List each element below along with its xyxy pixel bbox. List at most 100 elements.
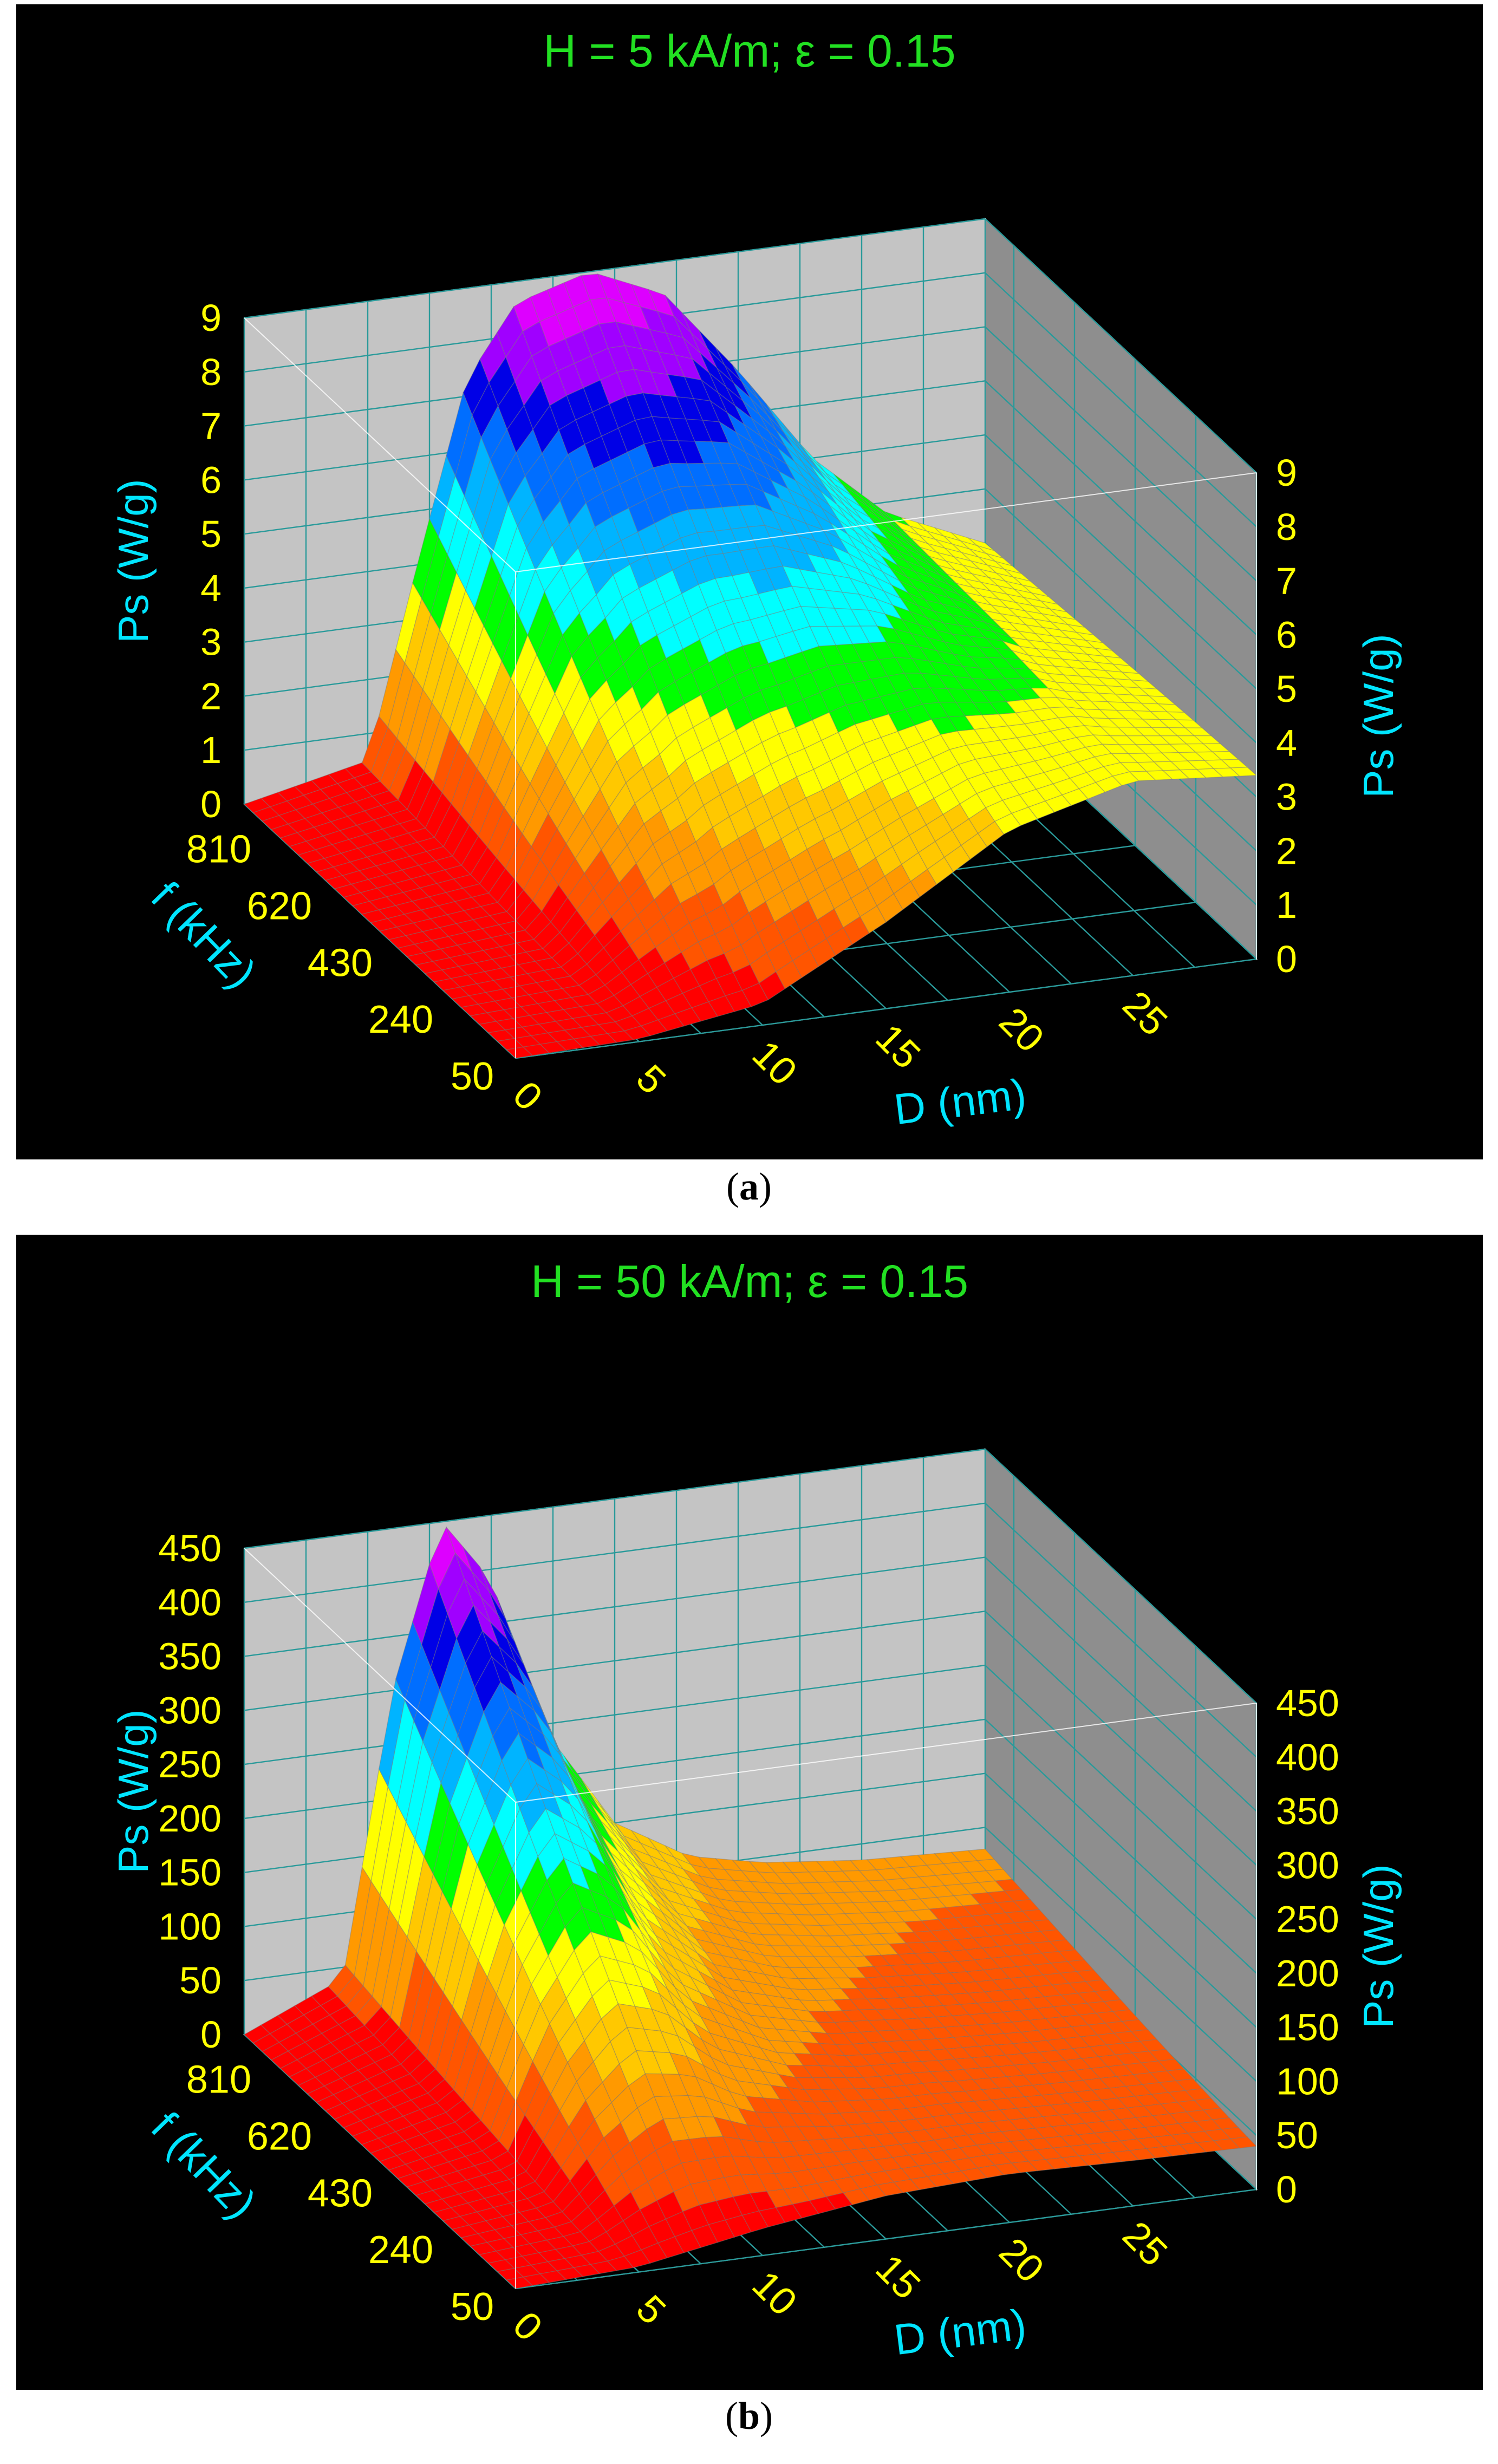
z-tick-label-left-a: 4 — [200, 567, 222, 609]
chart-panel-b: 0 0 50 50 100 100 150 150 200 200 250 250 300 300 350 3… — [16, 1235, 1483, 2390]
grid-line-side-z-b — [985, 1719, 1257, 1974]
surface-plot-b: 0050501001001501502002002502503003003503… — [109, 1448, 1402, 2364]
surface-patch-a — [1229, 767, 1258, 777]
z-tick-label-right-b: 100 — [1276, 2060, 1339, 2102]
surface-patch-b — [1202, 2108, 1230, 2120]
chart-title-b: H = 50 kA/m; ε = 0.15 — [531, 1256, 968, 1307]
grid-line-side-z-b — [985, 1827, 1257, 2082]
y-tick-label-a: 430 — [308, 941, 373, 985]
z-axis-title-right-a: Ps (W/g) — [1354, 634, 1402, 798]
z-tick-label-right-b: 450 — [1276, 1682, 1339, 1724]
z-axis-title-left-b: Ps (W/g) — [109, 1709, 157, 1873]
x-tick-label-a: 20 — [991, 999, 1052, 1060]
grid-line-side-z-a — [985, 218, 1257, 473]
surface-patch-b — [1175, 2078, 1203, 2091]
z-tick-label-right-a: 1 — [1276, 884, 1297, 926]
y-tick-label-a: 50 — [451, 1055, 494, 1098]
z-tick-label-right-b: 0 — [1276, 2168, 1297, 2211]
box-edge-a — [244, 317, 516, 572]
x-tick-label-a: 5 — [628, 1057, 674, 1103]
x-axis-title-b: D (nm) — [891, 2300, 1028, 2364]
surface-patch-b — [1221, 2127, 1248, 2140]
z-tick-label-left-b: 450 — [158, 1527, 222, 1569]
surface-patch-a — [1013, 577, 1040, 590]
z-tick-label-right-b: 150 — [1276, 2006, 1339, 2049]
surface-patch-a — [1084, 640, 1113, 651]
grid-line-back-z-b — [244, 1502, 986, 1603]
surface-patch-b — [985, 1869, 1013, 1881]
z-tick-label-left-a: 1 — [200, 729, 222, 771]
surface-patch-a — [1048, 608, 1077, 621]
z-axis-title-left-a: Ps (W/g) — [109, 479, 157, 643]
surface-patch-b — [1194, 2098, 1221, 2110]
x-tick-label-a: 10 — [744, 1032, 805, 1093]
z-tick-label-right-a: 7 — [1276, 560, 1297, 602]
z-tick-label-right-a: 9 — [1276, 452, 1297, 494]
surface-patch-b — [1004, 1889, 1031, 1902]
z-tick-label-right-b: 400 — [1276, 1736, 1339, 1778]
grid-line-back-z-b — [244, 1718, 986, 1820]
caption-a: (a) — [726, 1165, 772, 1208]
z-tick-label-right-b: 350 — [1276, 1790, 1339, 1833]
surface-patch-b — [1076, 1969, 1104, 1982]
surface-patch-b — [1229, 2136, 1258, 2149]
grid-line-back-z-b — [244, 1611, 986, 1711]
z-tick-label-left-a: 3 — [200, 621, 222, 663]
z-tick-label-left-a: 2 — [200, 675, 222, 717]
y-tick-label-b: 50 — [451, 2285, 494, 2329]
grid-line-side-z-b — [985, 1449, 1257, 1704]
grid-line-side-z-b — [985, 1772, 1257, 2028]
grid-line-back-z-b — [244, 1556, 986, 1657]
surface-patch-b — [1031, 1919, 1058, 1932]
z-tick-label-left-a: 8 — [200, 351, 222, 393]
x-tick-label-b: 0 — [505, 2304, 551, 2350]
surface-patch-a — [1121, 672, 1149, 682]
front-edges-a — [244, 317, 1257, 1058]
grid-line-floor-y-a — [515, 958, 1257, 1059]
surface-patch-b — [1148, 2049, 1176, 2062]
z-tick-label-right-a: 0 — [1276, 938, 1297, 980]
surface-patch-b — [967, 1848, 995, 1861]
z-tick-label-right-a: 2 — [1276, 830, 1297, 872]
caption-b: (b) — [725, 2394, 773, 2437]
x-tick-label-a: 25 — [1114, 983, 1175, 1044]
surface-patch-b — [1048, 1939, 1077, 1952]
surface-patch-a — [977, 545, 1004, 559]
x-tick-label-b: 25 — [1114, 2213, 1175, 2274]
z-tick-label-right-a: 3 — [1276, 776, 1297, 818]
z-tick-label-right-a: 5 — [1276, 668, 1297, 710]
surface-patch-a — [1148, 695, 1176, 705]
box-edge-b — [515, 1703, 1257, 1803]
grid-line-side-z-a — [985, 326, 1257, 582]
z-tick-label-left-a: 6 — [200, 459, 222, 501]
surface-patch-a — [1157, 703, 1186, 713]
z-tick-label-left-b: 50 — [179, 1959, 222, 2002]
surface-patch-b — [1184, 2088, 1212, 2101]
grid-line-back-z-a — [244, 218, 986, 319]
grid-line-floor-y-b — [515, 2188, 1257, 2290]
z-tick-label-right-b: 50 — [1276, 2114, 1318, 2156]
z-tick-label-left-b: 150 — [158, 1852, 222, 1894]
grid-line-side-z-b — [985, 1556, 1257, 1812]
y-tick-label-b: 810 — [186, 2058, 251, 2102]
z-tick-label-left-b: 400 — [158, 1581, 222, 1624]
z-tick-label-left-b: 350 — [158, 1635, 222, 1678]
front-edges-b — [244, 1548, 1257, 2289]
chart-group-b: 0050501001001501502002002502503003003503… — [109, 1448, 1402, 2364]
x-tick-label-b: 15 — [867, 2246, 928, 2307]
x-tick-label-b: 10 — [744, 2263, 805, 2324]
grid-line-side-z-b — [985, 1665, 1257, 1920]
surface-patch-b — [1103, 1999, 1131, 2012]
z-tick-label-left-a: 9 — [200, 297, 222, 339]
x-tick-label-a: 0 — [505, 1073, 551, 1119]
surface-mesh-a — [243, 273, 1258, 1059]
z-tick-label-right-b: 200 — [1276, 1952, 1339, 1994]
z-tick-label-right-b: 250 — [1276, 1898, 1339, 1940]
y-tick-label-a: 240 — [368, 998, 433, 1041]
grid-line-back-z-b — [244, 1664, 986, 1765]
grid-line-side-z-a — [985, 434, 1257, 689]
surface-patch-b — [1021, 1909, 1050, 1922]
surface-patch-b — [1121, 2019, 1149, 2032]
surface-patch-a — [1166, 711, 1194, 721]
z-tick-label-left-a: 7 — [200, 405, 222, 447]
